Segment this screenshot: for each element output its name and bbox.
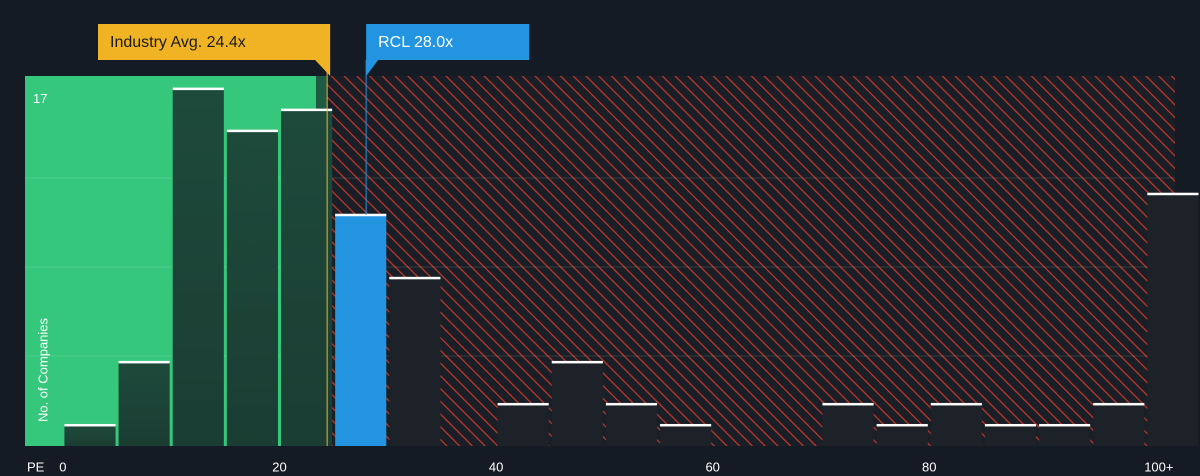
industry-avg-box <box>98 24 331 60</box>
bar <box>497 403 549 446</box>
bar-top <box>497 402 549 406</box>
x-tick-label: 60 <box>705 459 719 474</box>
bar <box>876 424 928 446</box>
bar-top <box>335 213 387 217</box>
bar <box>605 403 658 446</box>
company-label: RCL 28.0x <box>378 34 453 51</box>
bar <box>226 130 278 446</box>
bar <box>335 214 387 446</box>
bar-top <box>551 360 603 364</box>
industry-avg-pointer <box>315 60 331 76</box>
above-average-region <box>327 76 1176 446</box>
bar <box>172 88 224 446</box>
bar-top <box>930 402 982 406</box>
bar <box>551 361 603 446</box>
bar <box>660 424 712 446</box>
bar-top <box>226 129 278 133</box>
bar <box>1093 403 1145 446</box>
bar <box>930 403 982 446</box>
x-axis-label: PE <box>27 459 45 474</box>
bar-top <box>822 402 874 406</box>
x-tick-label: 100+ <box>1144 459 1173 474</box>
x-tick-label: 80 <box>922 459 936 474</box>
bar <box>984 424 1037 446</box>
y-tick-label: 17 <box>33 91 47 106</box>
bar <box>118 361 170 446</box>
bar <box>280 109 333 447</box>
x-tick-label: 0 <box>59 459 66 474</box>
bar-top <box>172 87 224 91</box>
company-box <box>366 24 530 60</box>
bar-top <box>660 423 712 427</box>
bar <box>1147 193 1199 446</box>
bar <box>822 403 874 446</box>
bar-top <box>64 423 116 427</box>
bar-top <box>1093 402 1145 406</box>
bar-top <box>389 276 441 280</box>
bar <box>1039 424 1091 446</box>
bar-top <box>876 423 928 427</box>
bar-top <box>280 108 333 112</box>
bar-top <box>118 360 170 364</box>
company-pointer <box>366 60 379 76</box>
bar-top <box>605 402 658 406</box>
x-tick-label: 20 <box>272 459 286 474</box>
bar <box>389 277 441 446</box>
x-tick-label: 40 <box>489 459 503 474</box>
bar-top <box>1147 192 1199 196</box>
y-axis-label: No. of Companies <box>35 317 50 422</box>
bar-top <box>984 423 1037 427</box>
bar <box>64 424 116 446</box>
bar-top <box>1039 423 1091 427</box>
industry-avg-label: Industry Avg. 24.4x <box>110 34 246 51</box>
